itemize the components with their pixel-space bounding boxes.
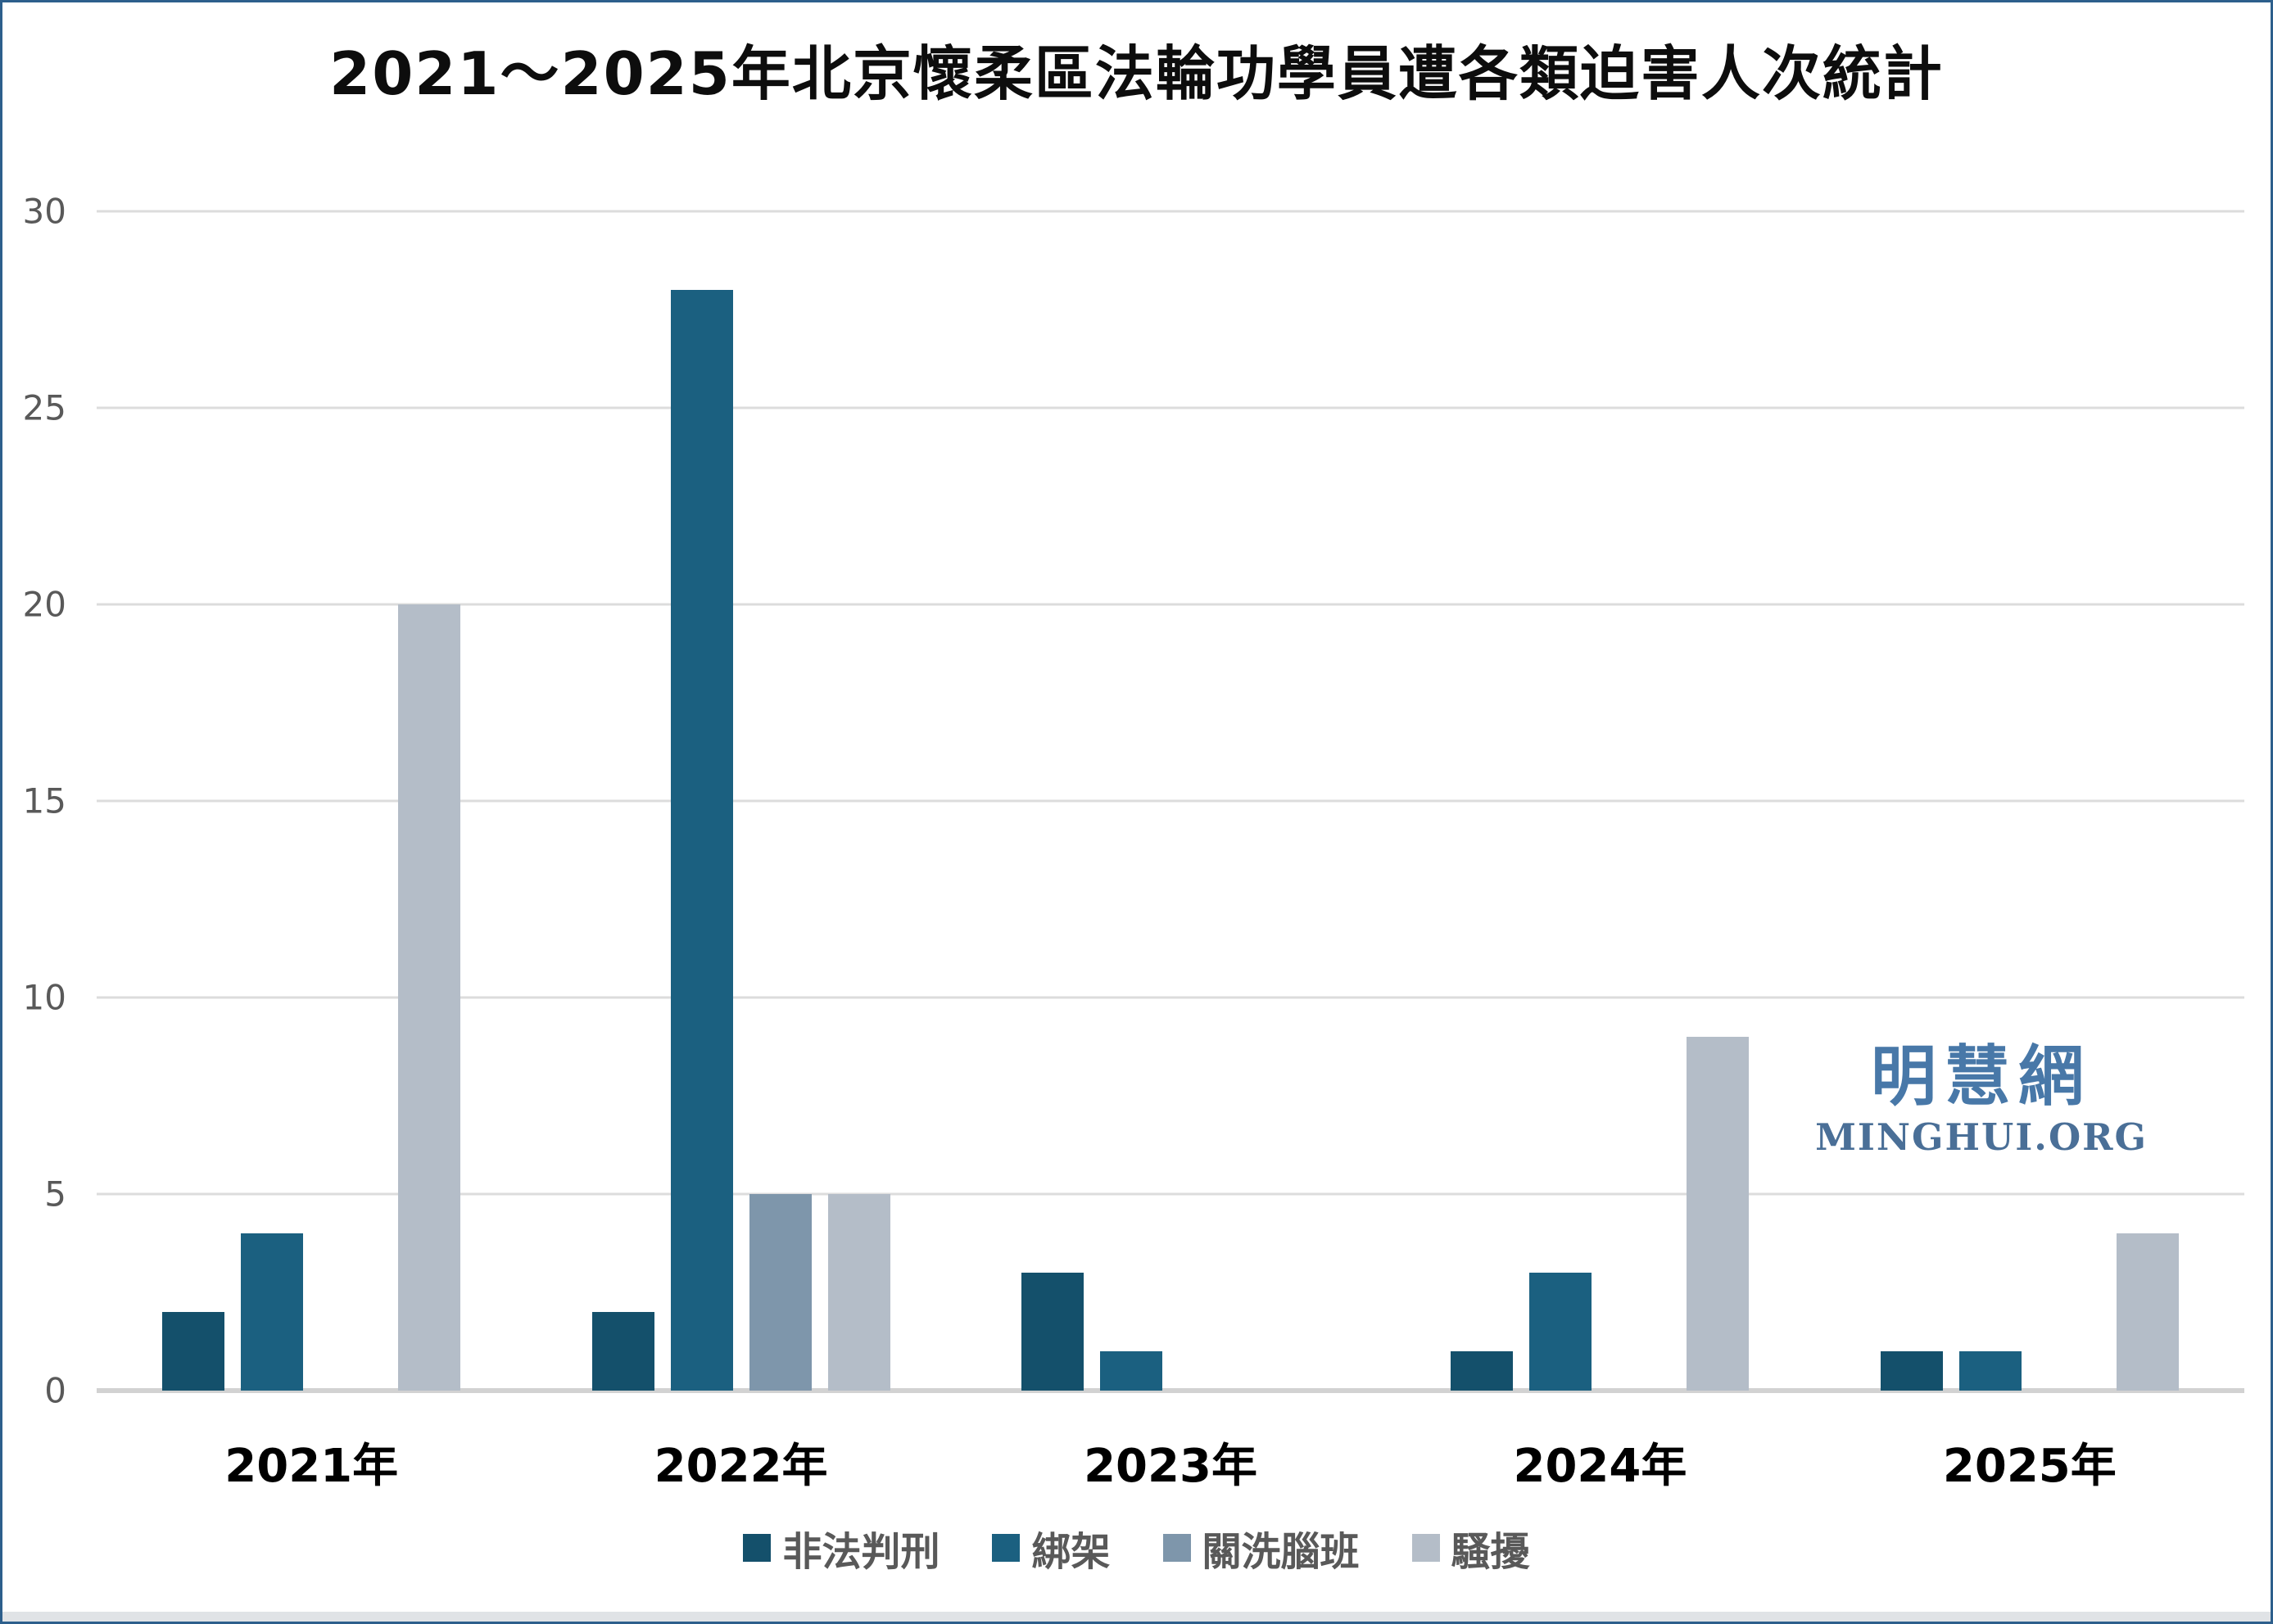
y-axis-label-15: 15 [22, 780, 66, 821]
legend-label-綁架: 綁架 [1031, 1529, 1111, 1575]
bar-綁架-2021年 [241, 1233, 304, 1391]
plot-area [97, 210, 2244, 1393]
bar-非法判刑-2023年 [1021, 1273, 1084, 1391]
gridline-5 [97, 1192, 2244, 1196]
bar-綁架-2024年 [1529, 1273, 1592, 1391]
bar-綁架-2023年 [1100, 1351, 1163, 1391]
legend-swatch-關洗腦班 [1162, 1534, 1191, 1562]
bar-groups [97, 211, 2244, 1391]
bar-綁架-2022年 [670, 290, 733, 1391]
gridline-30 [97, 210, 2244, 213]
gridline-20 [97, 603, 2244, 606]
legend-label-關洗腦班: 關洗腦班 [1202, 1529, 1360, 1575]
bar-關洗腦班-2022年 [749, 1194, 812, 1391]
legend-item-綁架: 綁架 [992, 1519, 1111, 1577]
bar-非法判刑-2021年 [162, 1312, 225, 1391]
y-axis-labels: 0 5 10 15 20 25 30 [2, 192, 78, 1411]
y-axis-label-0: 0 [44, 1370, 66, 1411]
x-axis-line [97, 1388, 2244, 1393]
y-axis-label-30: 30 [22, 191, 66, 232]
y-axis-label-25: 25 [22, 387, 66, 428]
legend-label-非法判刑: 非法判刑 [782, 1529, 940, 1575]
legend-item-騷擾: 騷擾 [1411, 1519, 1530, 1577]
legend-item-關洗腦班: 關洗腦班 [1162, 1519, 1360, 1577]
chart-title: 2021～2025年北京懷柔區法輪功學員遭各類迫害人次統計 [329, 39, 1944, 108]
legend: 非法判刑 綁架 關洗腦班 騷擾 [2, 1519, 2271, 1577]
bar-騷擾-2021年 [398, 604, 461, 1391]
legend-swatch-騷擾 [1411, 1534, 1440, 1562]
watermark: 明慧網 MINGHUI.ORG [1815, 1038, 2148, 1159]
legend-label-騷擾: 騷擾 [1451, 1529, 1530, 1575]
bar-group-2021年 [97, 211, 526, 1391]
bar-group-2023年 [956, 211, 1385, 1391]
legend-swatch-綁架 [992, 1534, 1021, 1562]
gridline-25 [97, 406, 2244, 409]
legend-swatch-非法判刑 [743, 1534, 772, 1562]
x-axis-label-2024年: 2024年 [1513, 1440, 1687, 1493]
legend-item-非法判刑: 非法判刑 [743, 1519, 940, 1577]
x-axis-label-2021年: 2021年 [224, 1440, 399, 1493]
bottom-strip [2, 1612, 2271, 1622]
bar-非法判刑-2022年 [591, 1312, 654, 1391]
x-axis-labels: 2021年 2022年 2023年 2024年 2025年 [97, 1429, 2244, 1495]
bar-group-2024年 [1385, 211, 1814, 1391]
y-axis-label-5: 5 [44, 1174, 66, 1215]
y-axis-label-10: 10 [22, 977, 66, 1018]
x-axis-label-2022年: 2022年 [654, 1440, 828, 1493]
bar-group-2022年 [526, 211, 955, 1391]
bar-綁架-2025年 [1958, 1351, 2022, 1391]
bar-非法判刑-2025年 [1880, 1351, 1943, 1391]
watermark-latin-text: MINGHUI.ORG [1815, 1115, 2148, 1159]
y-axis-label-20: 20 [22, 584, 66, 625]
bar-非法判刑-2024年 [1451, 1351, 1514, 1391]
watermark-cjk-text: 明慧網 [1871, 1038, 2093, 1115]
x-axis-label-2025年: 2025年 [1942, 1440, 2117, 1493]
bar-騷擾-2025年 [2116, 1233, 2179, 1391]
bar-騷擾-2022年 [827, 1194, 890, 1391]
bar-group-2025年 [1815, 211, 2244, 1391]
x-axis-label-2023年: 2023年 [1084, 1440, 1257, 1493]
gridline-10 [97, 996, 2244, 999]
gridline-15 [97, 799, 2244, 803]
bar-騷擾-2024年 [1687, 1037, 1750, 1391]
